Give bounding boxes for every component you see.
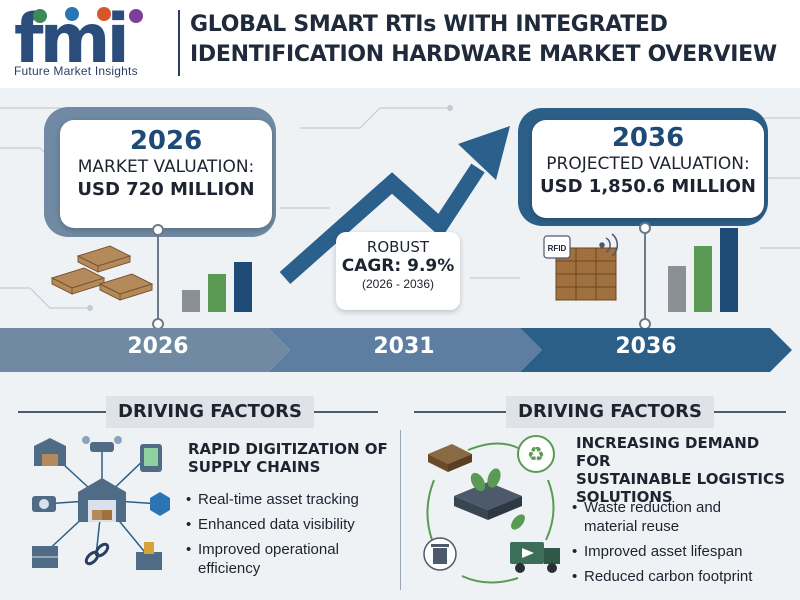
list-item-continued: efficiency [198, 560, 261, 577]
card-year: 2036 [611, 123, 685, 153]
timeline-label-2036: 2036 [615, 334, 677, 359]
right-factors-title: DRIVING FACTORS [506, 396, 715, 428]
chain-link-icon [84, 542, 110, 566]
rfid-tag-icon [543, 235, 571, 259]
left-factors-heading: RAPID DIGITIZATION OF SUPPLY CHAINS [188, 440, 388, 476]
right-factors-list: Waste reduction and material reuse Impro… [572, 498, 794, 592]
header-divider [178, 10, 180, 76]
timeline-segment-2036 [520, 328, 792, 372]
cagr-range: (2026 - 2036) [361, 277, 435, 291]
bar-green [694, 246, 712, 312]
cagr-label: ROBUST [366, 238, 430, 256]
leaf-icon [470, 468, 525, 530]
card-2036: 2036 PROJECTED VALUATION: USD 1,850.6 MI… [532, 120, 764, 218]
drone-icon [82, 436, 122, 452]
list-item: Reduced carbon footprint [572, 567, 794, 586]
timeline [0, 328, 792, 372]
page-title: GLOBAL SMART RTIs WITH INTEGRATED IDENTI… [190, 12, 777, 67]
section-divider [400, 430, 401, 590]
growth-arrow-head [458, 126, 510, 180]
warehouse-small-icon [34, 438, 66, 466]
bar-green [208, 274, 226, 312]
bar-grey [668, 266, 686, 312]
bar-navy [234, 262, 252, 312]
list-item: Improved asset lifespan [572, 542, 794, 561]
left-factors-title: DRIVING FACTORS [106, 396, 315, 428]
cagr-value: CAGR: 9.9% [341, 256, 455, 276]
logo-text: Future Market Insights [14, 64, 138, 78]
list-item: Improved operational [186, 540, 386, 559]
warehouse-icon [78, 478, 126, 522]
list-item-continued: material reuse [584, 518, 680, 535]
left-heading-line-1: RAPID DIGITIZATION OF [188, 440, 388, 458]
timeline-label-2026: 2026 [127, 334, 189, 359]
cycle-arrows [426, 442, 555, 584]
pallet-icon [428, 444, 472, 472]
bar-navy [720, 228, 738, 312]
logo-dot-icon [97, 7, 111, 21]
growth-arrow [279, 163, 485, 284]
tablet-icon [140, 444, 162, 472]
card-value: USD 720 MILLION [77, 179, 255, 200]
illustrations: RFID [50, 222, 738, 328]
card-label: MARKET VALUATION: [77, 157, 255, 177]
list-item: Enhanced data visibility [186, 515, 386, 534]
cagr-box: ROBUST CAGR: 9.9% (2026 - 2036) [336, 232, 460, 310]
timeline-segment-2026 [0, 328, 290, 372]
trash-bin-icon [423, 537, 457, 571]
card-year: 2026 [129, 126, 203, 156]
timeline-segment-2031 [268, 328, 542, 372]
fmi-logo: fmi [14, 6, 143, 66]
timeline-label-2031: 2031 [373, 334, 435, 359]
robotic-arm-icon [136, 542, 162, 570]
camera-icon [32, 496, 56, 512]
logo-dot-icon [65, 7, 79, 21]
card-label: PROJECTED VALUATION: [546, 154, 750, 174]
supply-chain-network-illustration [32, 436, 170, 570]
left-heading-line-2: SUPPLY CHAINS [188, 458, 321, 476]
wireless-signal-icon [599, 233, 619, 257]
recycling-cycle-illustration: ♻ [423, 435, 560, 584]
list-item: Real-time asset tracking [186, 490, 386, 509]
plastic-pallet-icon [454, 482, 522, 520]
right-factors-heading: INCREASING DEMAND FOR SUSTAINABLE LOGIST… [576, 434, 791, 506]
logo-dot-icon [129, 9, 143, 23]
hexagon-network-icon [150, 492, 170, 516]
server-icon [32, 546, 58, 568]
card-value: USD 1,850.6 MILLION [540, 176, 756, 197]
recycle-icon [517, 435, 555, 473]
left-factors-list: Real-time asset tracking Enhanced data v… [186, 490, 386, 584]
right-heading-line-2: SUSTAINABLE LOGISTICS [576, 470, 786, 488]
truck-icon [510, 542, 560, 573]
pallet-icon [50, 245, 154, 301]
card-2026: 2026 MARKET VALUATION: USD 720 MILLION [60, 120, 272, 228]
svg-text:♻: ♻ [527, 442, 545, 466]
rfid-label: RFID [548, 244, 567, 253]
logo-dot-icon [33, 9, 47, 23]
bar-grey [182, 290, 200, 312]
list-item: Waste reduction and [572, 498, 794, 517]
right-heading-line-1: INCREASING DEMAND FOR [576, 434, 760, 470]
